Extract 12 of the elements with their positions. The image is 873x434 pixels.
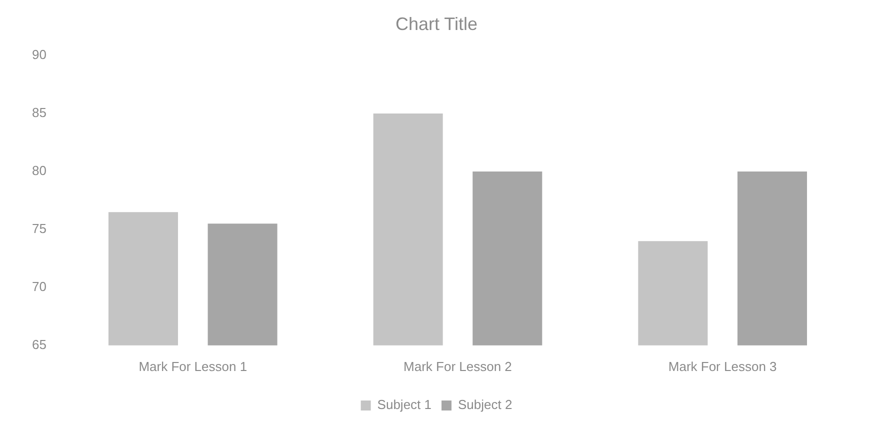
y-tick-label: 75 bbox=[32, 221, 46, 236]
x-tick-label: Mark For Lesson 3 bbox=[668, 358, 777, 374]
y-tick-label: 65 bbox=[32, 336, 46, 352]
y-tick-label: 70 bbox=[32, 279, 46, 294]
y-tick-label: 80 bbox=[32, 163, 46, 178]
x-tick-label: Mark For Lesson 1 bbox=[138, 358, 248, 374]
y-tick-label: 90 bbox=[32, 47, 46, 62]
legend-label: Subject 2 bbox=[458, 397, 512, 412]
x-tick-label: Mark For Lesson 2 bbox=[404, 358, 512, 374]
chart-title: Chart Title bbox=[395, 14, 478, 34]
legend-label: Subject 1 bbox=[377, 397, 432, 412]
y-tick-label: 85 bbox=[32, 105, 46, 120]
